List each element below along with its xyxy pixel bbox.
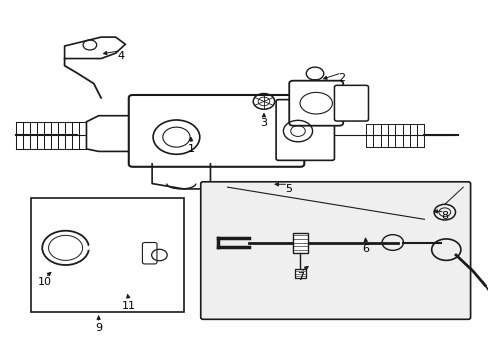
- Text: 5: 5: [284, 184, 291, 194]
- Text: 6: 6: [362, 244, 369, 254]
- FancyBboxPatch shape: [292, 233, 307, 252]
- Bar: [30, 198, 183, 312]
- FancyBboxPatch shape: [294, 269, 305, 278]
- FancyBboxPatch shape: [142, 243, 157, 264]
- FancyBboxPatch shape: [201, 182, 469, 319]
- FancyBboxPatch shape: [128, 95, 304, 167]
- Text: 1: 1: [187, 144, 194, 154]
- Text: 3: 3: [260, 118, 267, 128]
- Text: 4: 4: [117, 51, 124, 61]
- Polygon shape: [86, 116, 181, 152]
- Text: 2: 2: [338, 73, 345, 83]
- Text: 10: 10: [38, 277, 52, 287]
- Text: 9: 9: [95, 323, 102, 333]
- Text: 11: 11: [122, 301, 136, 311]
- FancyBboxPatch shape: [334, 85, 368, 121]
- Polygon shape: [64, 37, 125, 59]
- FancyBboxPatch shape: [276, 100, 334, 160]
- FancyBboxPatch shape: [288, 81, 343, 126]
- Text: 7: 7: [297, 272, 304, 282]
- Text: 8: 8: [440, 211, 447, 221]
